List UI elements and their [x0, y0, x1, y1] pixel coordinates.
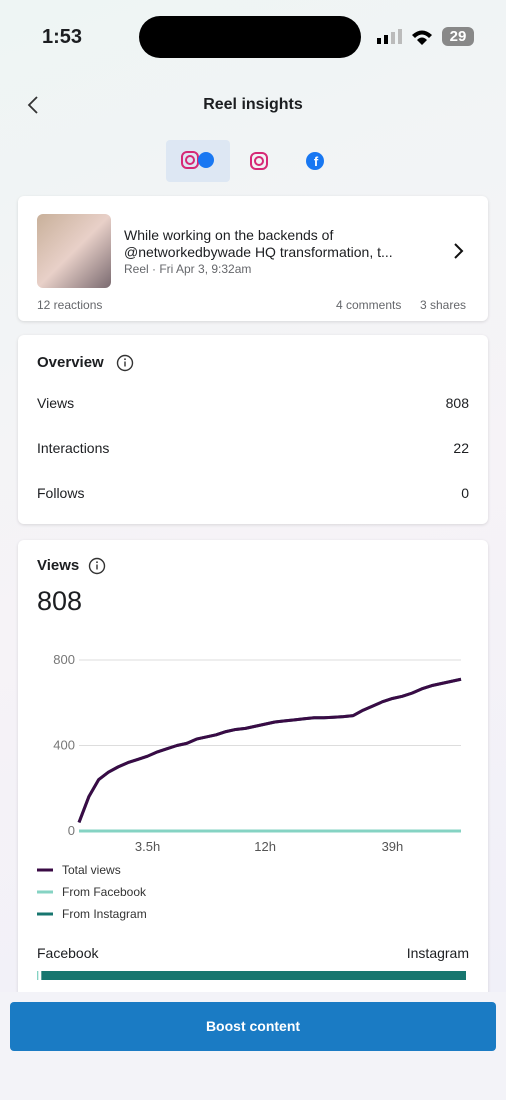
wifi-icon [412, 30, 432, 45]
tab-both[interactable] [166, 140, 230, 182]
battery: 29 [442, 27, 474, 46]
info-icon[interactable] [88, 557, 106, 575]
page-title: Reel insights [203, 96, 303, 113]
overview-value: 808 [445, 395, 469, 411]
legend-label: Total views [62, 863, 121, 877]
boost-button[interactable]: Boost content [10, 1002, 496, 1051]
overview-card: Overview Views 808 Interactions 22 Follows 0 [18, 335, 488, 524]
tab-instagram[interactable] [250, 152, 268, 170]
tab-facebook[interactable]: f [305, 151, 325, 171]
x-tick-label: 12h [254, 839, 276, 854]
views-total: 808 [37, 586, 83, 616]
post-text: While working on the backends of [124, 227, 334, 243]
reactions: 12 reactions [37, 298, 103, 312]
overview-label: Interactions [37, 440, 110, 456]
series-line [77, 677, 462, 823]
overview-label: Follows [37, 485, 85, 501]
info-icon[interactable] [116, 354, 134, 372]
y-tick-label: 0 [68, 823, 75, 838]
split-label: Instagram [407, 945, 469, 961]
x-tick-label: 39h [382, 839, 404, 854]
dynamic-island [139, 16, 361, 58]
split-label: Facebook [37, 945, 99, 961]
split-bar [41, 971, 466, 980]
post-meta: Reel · Fri Apr 3, 9:32am [124, 262, 252, 276]
signal-icon [377, 29, 402, 44]
overview-label: Views [37, 395, 75, 411]
x-tick-label: 3.5h [135, 839, 160, 854]
split-bar [37, 971, 39, 980]
tab-both-icon [181, 151, 214, 169]
status-time: 1:53 [42, 26, 83, 48]
shares: 3 shares [420, 298, 467, 312]
overview-title: Overview [37, 354, 104, 371]
svg-text:f: f [314, 154, 319, 169]
comments: 4 comments [336, 298, 402, 312]
views-card: Views 808 0 400 800 3.5h 12h 39h Total views Fr… [18, 540, 488, 1000]
views-chart: 0 400 800 3.5h 12h 39h Total views From Faceboo… [37, 652, 469, 980]
y-tick-label: 400 [53, 738, 75, 753]
chevron [454, 243, 464, 259]
legend-label: From Facebook [62, 885, 147, 899]
back-button[interactable] [24, 95, 44, 115]
post-thumbnail [37, 214, 111, 288]
views-title: Views [37, 557, 80, 574]
overview-value: 22 [453, 440, 469, 456]
overview-value: 0 [461, 485, 469, 501]
post-text: @networkedbywade HQ transformation, t... [124, 244, 393, 260]
legend-label: From Instagram [62, 907, 147, 921]
series-line [77, 677, 462, 823]
y-tick-label: 800 [53, 652, 75, 667]
post-card[interactable]: While working on the backends of @networ… [18, 196, 488, 321]
